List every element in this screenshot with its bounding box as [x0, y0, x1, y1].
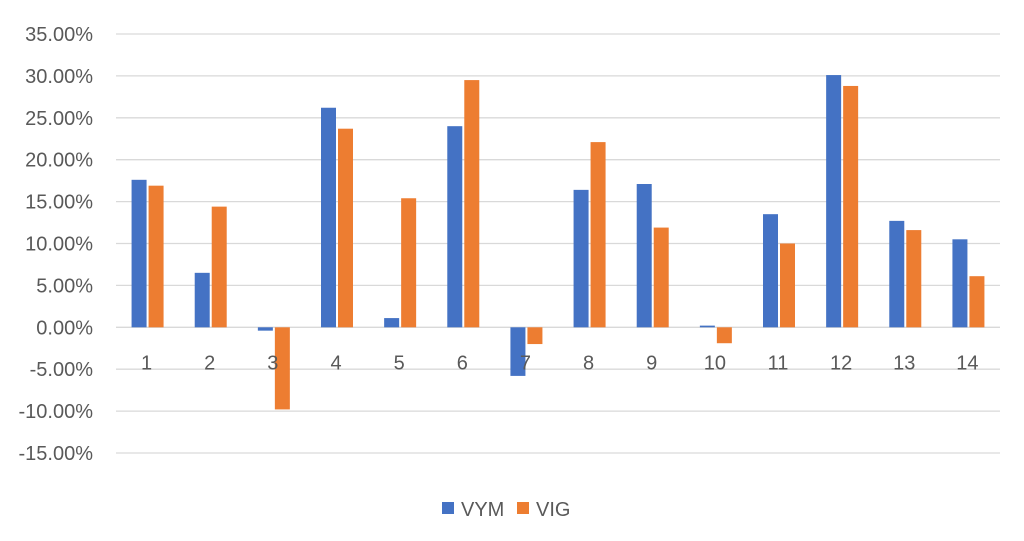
bar-vym-11: [763, 214, 778, 328]
bar-vig-13: [906, 230, 922, 328]
x-tick-label: 10: [704, 352, 726, 374]
legend-swatch-vym: [442, 502, 454, 514]
x-tick-label: 3: [267, 352, 278, 374]
bar-vig-8: [590, 142, 606, 328]
y-tick-label: 10.00%: [25, 234, 93, 256]
bar-vym-10: [699, 325, 715, 328]
bar-vym-14: [952, 239, 968, 328]
y-axis-tick-labels: 35.00% 30.00% 25.00% 20.00% 15.00% 10.00% 5.00…: [19, 24, 94, 465]
x-tick-label: 13: [893, 352, 915, 374]
gridlines: [116, 33, 1000, 454]
legend: VYM VIG: [442, 499, 570, 521]
y-tick-label: 35.00%: [25, 24, 93, 46]
bar-vig-14: [969, 276, 985, 328]
bar-vym-7: [510, 327, 526, 376]
x-tick-label: 12: [830, 352, 852, 374]
bar-vym-8: [573, 189, 589, 328]
x-tick-label: 8: [583, 352, 594, 374]
bar-vym-5: [384, 318, 400, 328]
bar-vig-5: [401, 198, 417, 328]
bar-vym-2: [194, 272, 210, 328]
bar-vym-13: [889, 220, 905, 328]
legend-label-vym: VYM: [461, 499, 504, 521]
y-tick-label: -10.00%: [19, 401, 94, 423]
bar-vig-1: [148, 185, 164, 328]
bar-vig-7: [527, 327, 543, 345]
x-tick-label: 11: [768, 352, 789, 374]
bar-vig-10: [716, 327, 732, 344]
legend-label-vig: VIG: [536, 499, 570, 521]
bar-vym-6: [447, 126, 463, 328]
x-axis-tick-labels: 1 2 3 4 5 6 7 8 9 10 11 12 13 14: [141, 352, 979, 374]
bar-vym-9: [636, 184, 652, 328]
legend-swatch-vig: [517, 502, 529, 514]
x-tick-label: 1: [141, 352, 152, 374]
y-tick-label: -5.00%: [30, 359, 94, 381]
x-tick-label: 9: [646, 352, 657, 374]
bar-vym-12: [826, 75, 842, 328]
y-tick-label: 25.00%: [25, 108, 93, 130]
bar-vym-1: [131, 179, 147, 328]
y-tick-label: 5.00%: [36, 275, 93, 297]
x-tick-label: 4: [330, 352, 341, 374]
bar-vig-6: [464, 80, 480, 328]
x-tick-label: 2: [204, 352, 215, 374]
x-tick-label: 5: [394, 352, 405, 374]
x-tick-label: 6: [457, 352, 468, 374]
bar-vig-4: [338, 128, 353, 328]
y-tick-label: 15.00%: [25, 192, 93, 214]
bars: [131, 75, 985, 410]
x-tick-label: 14: [956, 352, 978, 374]
y-tick-label: -15.00%: [19, 443, 94, 465]
y-tick-label: 0.00%: [36, 317, 93, 339]
bar-vig-9: [653, 227, 669, 328]
bar-vig-12: [843, 85, 859, 328]
bar-vym-4: [321, 107, 336, 328]
bar-vig-2: [211, 206, 227, 328]
bar-vym-3: [257, 327, 273, 331]
x-tick-label: 7: [520, 352, 531, 374]
bar-vig-3: [274, 327, 290, 410]
y-tick-label: 20.00%: [25, 150, 93, 172]
bar-vig-11: [780, 243, 795, 328]
y-tick-label: 30.00%: [25, 66, 93, 88]
